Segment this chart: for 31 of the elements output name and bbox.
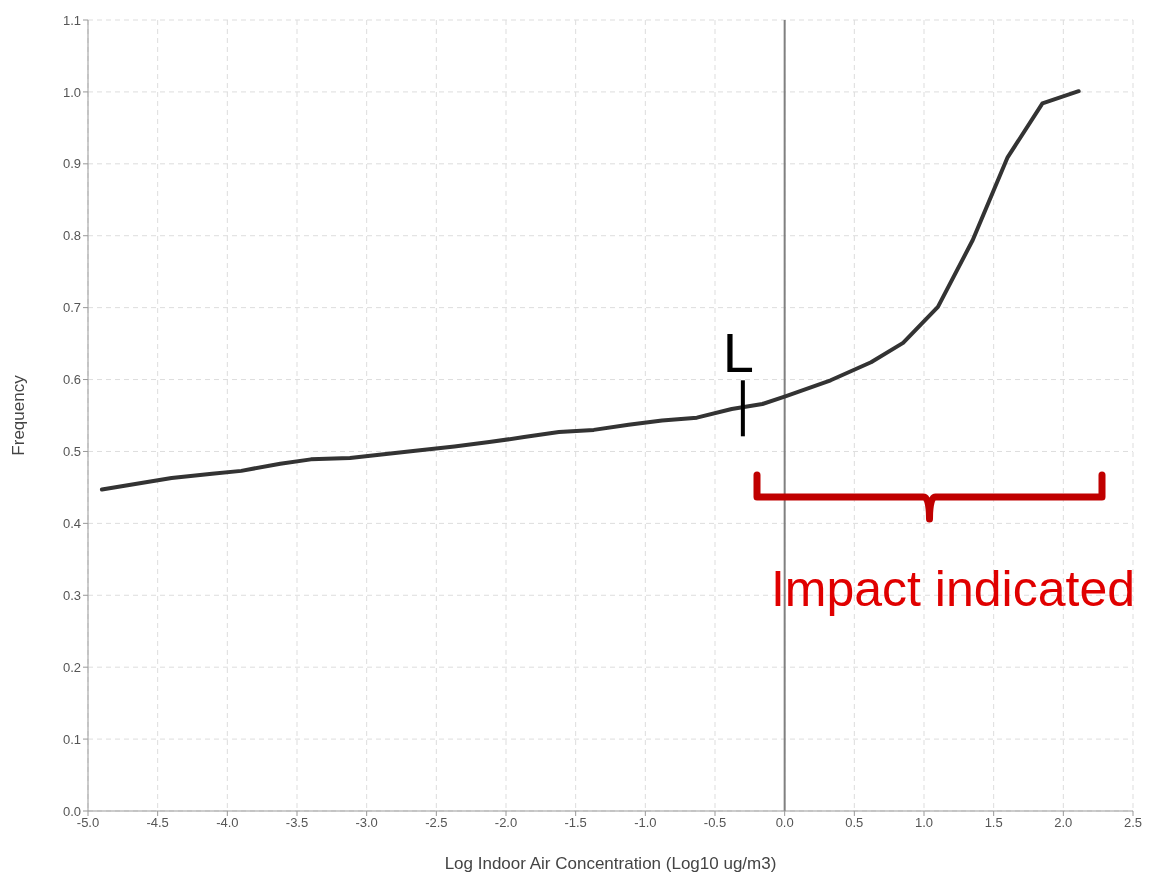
x-tick-label: 1.5 bbox=[984, 815, 1003, 831]
x-tick-label: -0.5 bbox=[703, 815, 727, 831]
x-tick-label: 0.0 bbox=[775, 815, 794, 831]
x-tick-label: 2.0 bbox=[1054, 815, 1073, 831]
y-tick-label: 0.4 bbox=[62, 515, 81, 531]
x-tick-label: 0.5 bbox=[845, 815, 864, 831]
y-tick-label: 0.6 bbox=[62, 372, 81, 388]
line-series bbox=[99, 89, 1081, 492]
x-tick-label: -4.5 bbox=[146, 815, 169, 831]
annotation: Impact indicated bbox=[770, 561, 1135, 617]
y-tick-label: 0.2 bbox=[62, 659, 81, 675]
x-tick-label: 2.5 bbox=[1123, 815, 1143, 831]
y-tick-label: 0.7 bbox=[62, 300, 81, 316]
y-tick-label: 0.3 bbox=[62, 587, 81, 603]
x-tick-label: -4.0 bbox=[216, 815, 239, 831]
x-tick-label: 1.0 bbox=[914, 815, 934, 831]
y-tick-label: 0.9 bbox=[62, 156, 81, 172]
x-tick-label: -3.0 bbox=[355, 815, 378, 831]
y-tick-label: 0.1 bbox=[62, 731, 81, 747]
x-tick-label: -2.0 bbox=[494, 815, 518, 831]
y-tick-label: 0.8 bbox=[62, 228, 81, 244]
x-axis-title: Log Indoor Air Concentration (Log10 ug/m3) bbox=[444, 854, 777, 873]
annotation: L bbox=[722, 321, 755, 385]
y-axis-title: Frequency bbox=[9, 374, 29, 456]
y-tick-label: 1.1 bbox=[62, 12, 81, 28]
y-tick-label: 1.0 bbox=[62, 84, 81, 100]
x-tick-label: -1.5 bbox=[564, 815, 587, 831]
x-tick-label: -2.5 bbox=[425, 815, 448, 831]
x-tick-label: -3.5 bbox=[285, 815, 309, 831]
y-tick-label: 0.5 bbox=[62, 444, 81, 460]
x-tick-label: -1.0 bbox=[634, 815, 657, 831]
